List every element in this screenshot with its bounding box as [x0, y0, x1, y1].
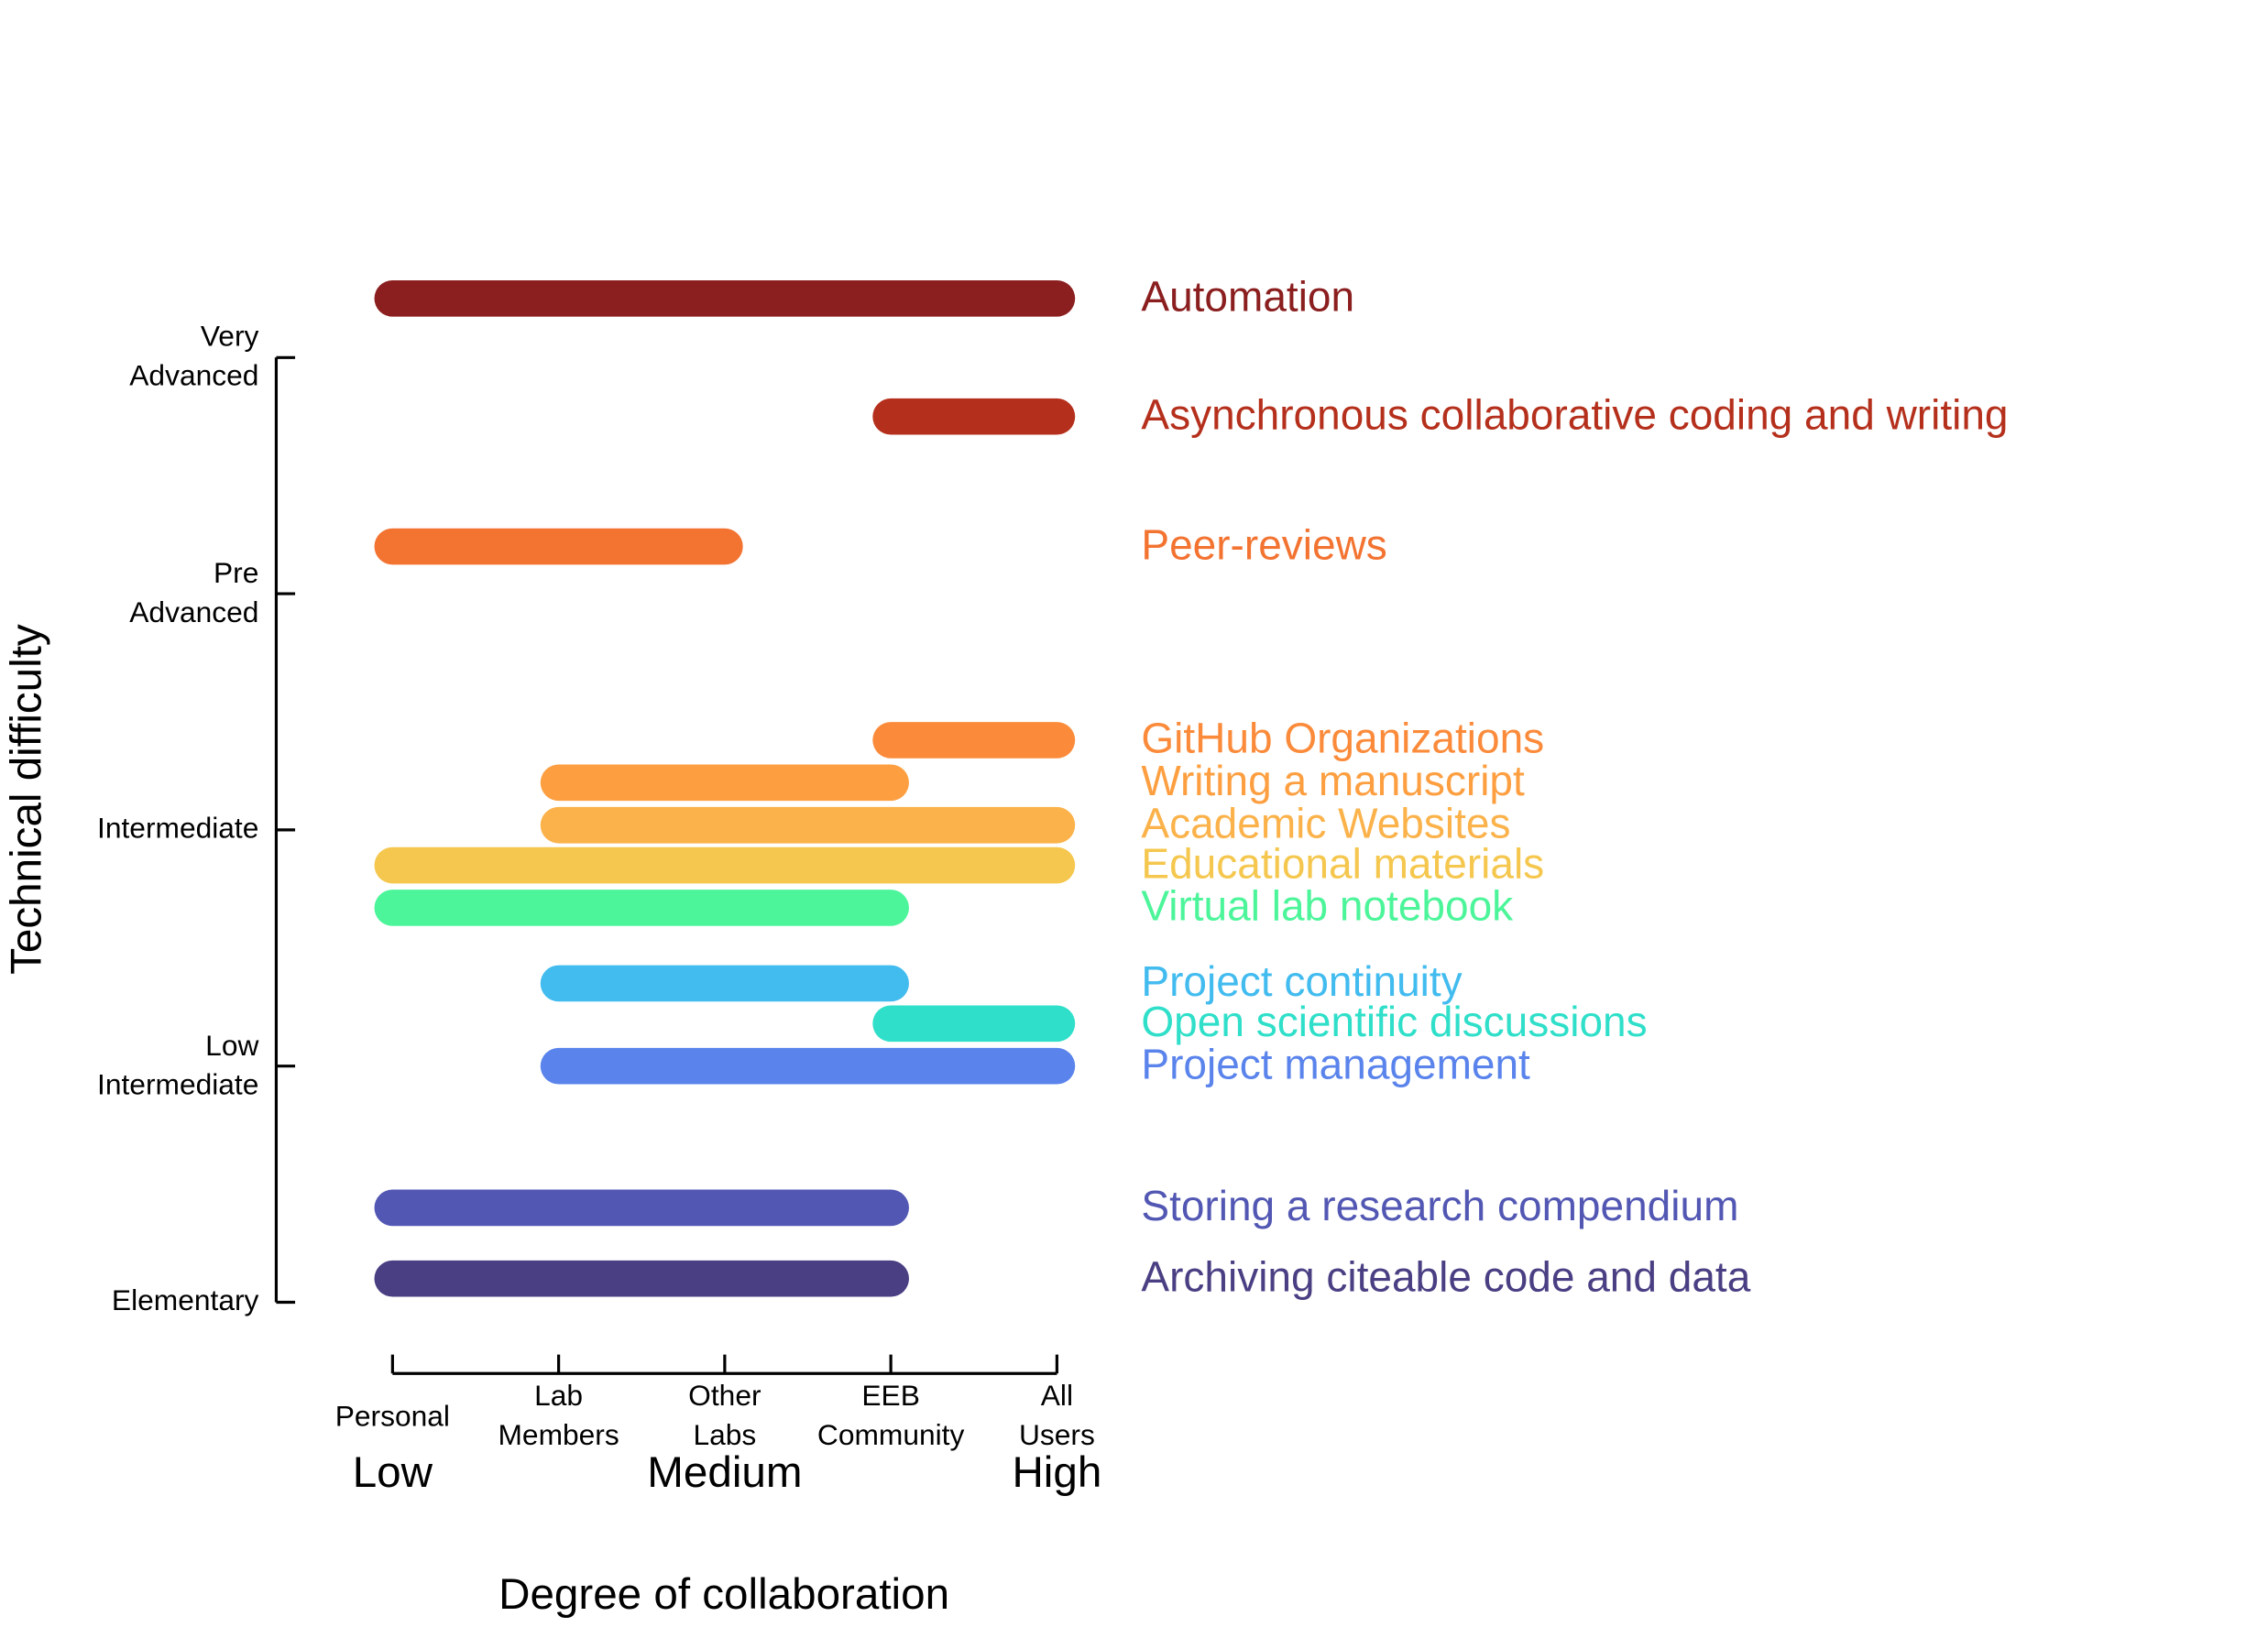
x-tick-label: All Users — [1018, 1381, 1095, 1452]
bar-label: Asynchronous collaborative coding and wr… — [1141, 390, 2008, 438]
x-tick-label: Lab Members — [498, 1381, 619, 1452]
x-level-label: High — [1012, 1448, 1102, 1498]
y-tick-label: Low Intermediate — [97, 1030, 259, 1101]
x-tick-label: Other Labs — [688, 1381, 761, 1452]
bar-label: Academic Websites — [1141, 799, 1510, 846]
x-axis-label: Degree of collaboration — [499, 1570, 949, 1619]
x-level-label: Low — [352, 1448, 433, 1498]
bar-label: Project continuity — [1141, 957, 1462, 1005]
y-tick-label: Elementary — [111, 1285, 259, 1318]
x-level-label: Medium — [647, 1448, 803, 1498]
bar-label: GitHub Organizations — [1141, 715, 1544, 762]
bar-label: Writing a manuscript — [1141, 757, 1525, 804]
bar-label: Peer-reviews — [1141, 520, 1386, 568]
bar-label: Educational materials — [1141, 839, 1544, 887]
bar-label: Virtual lab notebook — [1141, 882, 1514, 930]
x-tick-label: EEB Community — [816, 1381, 965, 1452]
y-tick-label: Pre Advanced — [129, 557, 259, 629]
y-tick-label: Intermediate — [97, 813, 259, 846]
bar-label: Open scientific discussions — [1141, 998, 1647, 1045]
bar-label: Archiving citeable code and data — [1141, 1252, 1750, 1300]
bar-label: Storing a research compendium — [1141, 1182, 1738, 1229]
y-tick-label: Very Advanced — [129, 321, 259, 393]
x-tick-label: Personal — [334, 1400, 450, 1433]
bar-label: Project management — [1141, 1040, 1530, 1087]
bar-label: Automation — [1141, 273, 1354, 321]
y-axis-label: Technical difficulty — [2, 624, 50, 975]
